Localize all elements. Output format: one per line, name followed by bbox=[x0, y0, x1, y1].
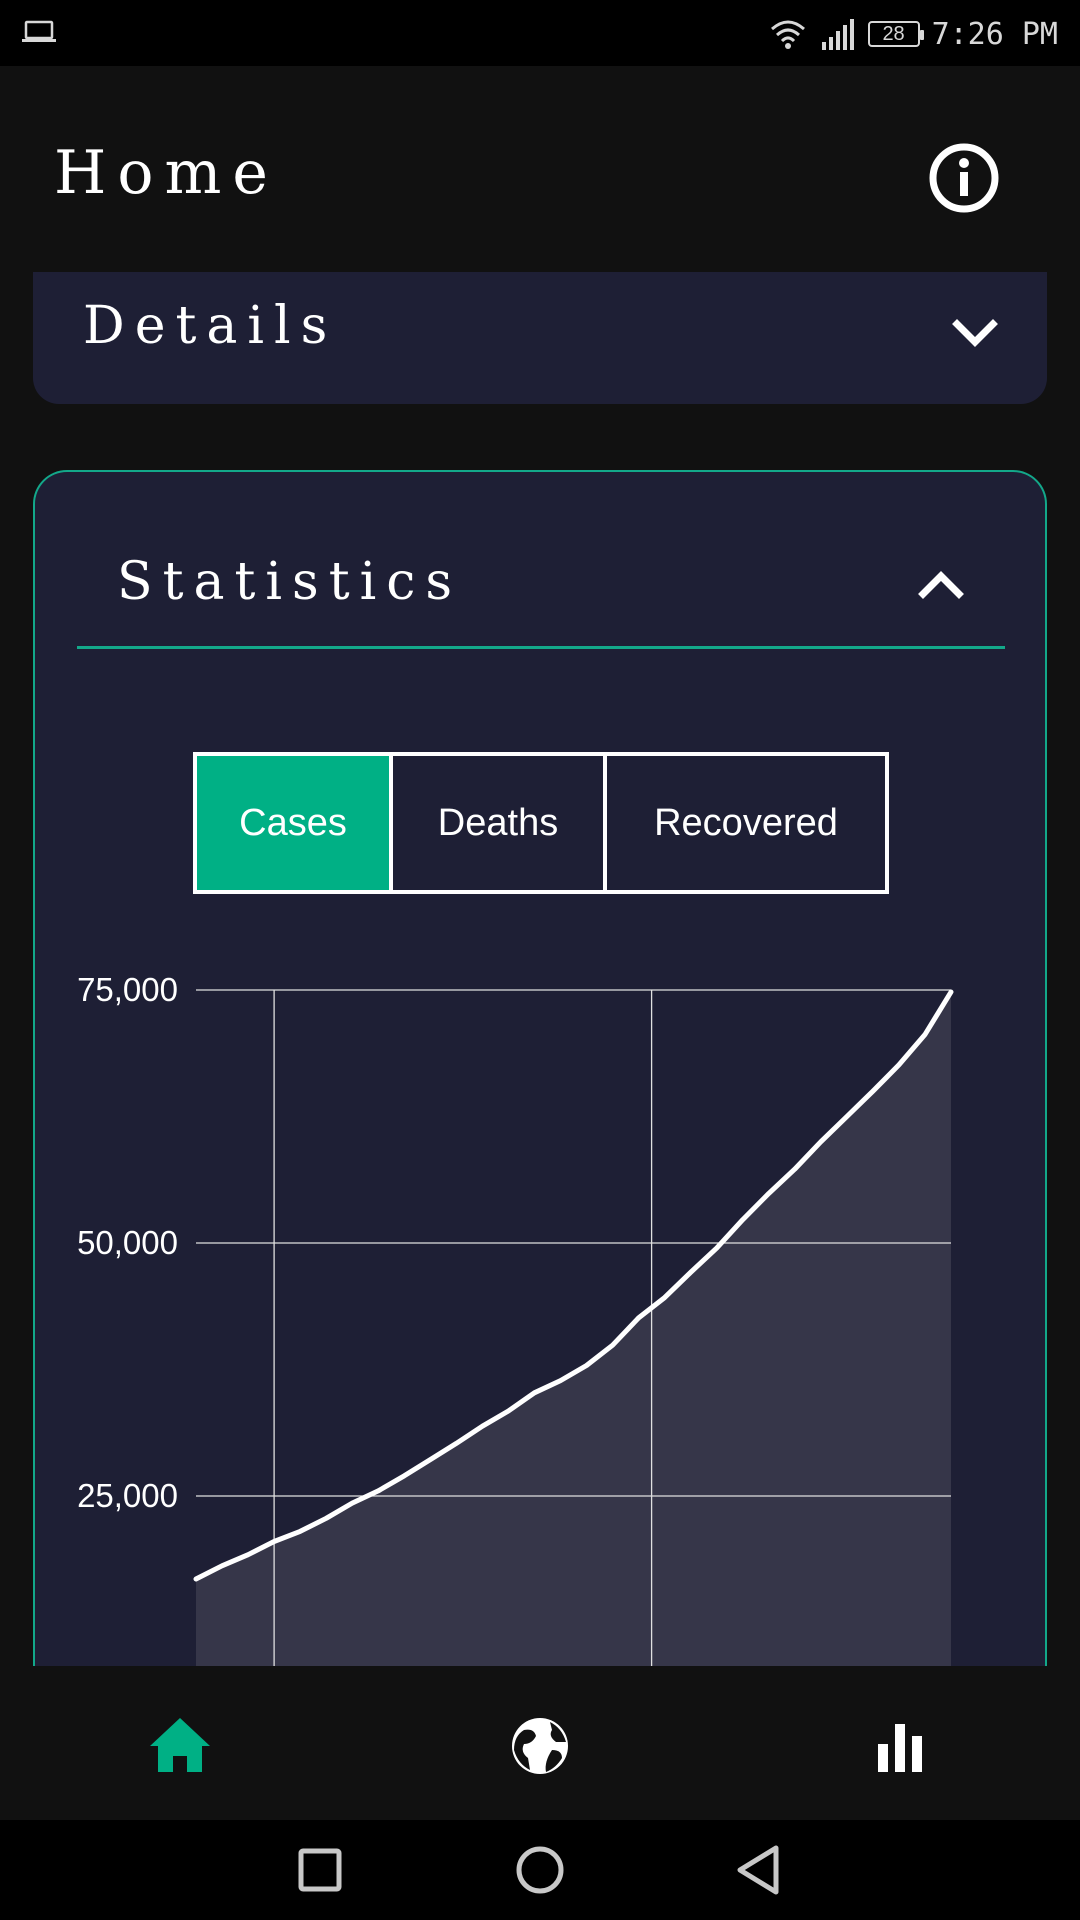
statistics-title: Statistics bbox=[117, 552, 463, 612]
recents-icon[interactable] bbox=[290, 1840, 350, 1900]
laptop-icon bbox=[22, 20, 56, 42]
y-tick-label: 75,000 bbox=[77, 971, 178, 1008]
status-time: 7:26 PM bbox=[931, 16, 1058, 52]
tab-recovered[interactable]: Recovered bbox=[654, 801, 838, 844]
statistics-divider bbox=[77, 646, 1005, 649]
battery-indicator: 28 bbox=[867, 21, 924, 47]
chevron-down-icon[interactable] bbox=[949, 308, 1001, 360]
wifi-icon bbox=[770, 20, 805, 49]
chart-area-fill bbox=[196, 992, 951, 1666]
tab-deaths[interactable]: Deaths bbox=[393, 756, 607, 890]
details-title: Details bbox=[83, 296, 338, 356]
tab-cases[interactable]: Cases bbox=[197, 756, 393, 890]
home-circle-icon[interactable] bbox=[510, 1840, 570, 1900]
info-icon[interactable] bbox=[928, 142, 1000, 214]
y-tick-label: 50,000 bbox=[77, 1224, 178, 1261]
page-title: Home bbox=[54, 138, 279, 208]
chevron-up-icon[interactable] bbox=[915, 558, 967, 610]
app-header: Home bbox=[0, 66, 1080, 266]
signal-icon bbox=[821, 19, 854, 50]
metric-toggle: Cases Deaths Recovered bbox=[193, 752, 889, 894]
globe-icon[interactable] bbox=[500, 1706, 580, 1786]
bottom-navigation bbox=[0, 1666, 1080, 1820]
y-tick-label: 25,000 bbox=[77, 1477, 178, 1514]
home-icon[interactable] bbox=[140, 1706, 220, 1786]
status-right: 28 7:26 PM bbox=[768, 14, 1058, 54]
details-panel[interactable]: Details bbox=[33, 272, 1047, 404]
system-navigation bbox=[0, 1820, 1080, 1920]
status-bar: 28 7:26 PM bbox=[0, 0, 1080, 66]
back-icon[interactable] bbox=[730, 1840, 790, 1900]
cases-series-line bbox=[193, 989, 954, 1582]
cases-area-chart: 75,000 50,000 25,000 bbox=[77, 971, 954, 1666]
bar-chart-icon[interactable] bbox=[860, 1706, 940, 1786]
